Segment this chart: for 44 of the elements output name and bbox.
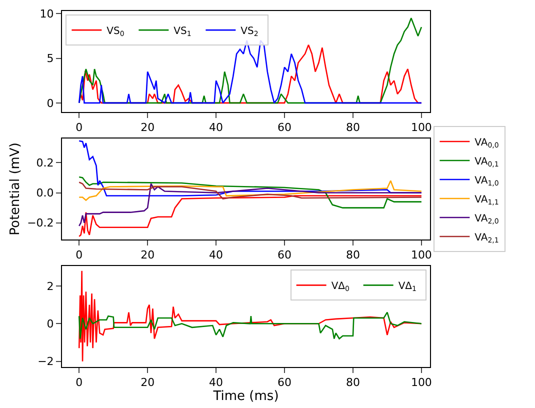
x-tick-label: 0 [76, 121, 83, 134]
line-series [78, 312, 422, 340]
x-tick-label: 60 [278, 376, 292, 390]
y-tick-label: 0 [46, 96, 54, 110]
legend-label: VA$_{0,1}$ [474, 156, 499, 168]
y-axis-title: Potential (mV) [8, 142, 24, 236]
legend-label: VA$_{2,0}$ [474, 213, 499, 226]
y-tick-label: 0.2 [36, 156, 54, 170]
legend-label: VA$_{1,0}$ [474, 175, 499, 188]
y-tick-label: 10 [40, 8, 54, 21]
legend-label: VS$_{2}$ [240, 26, 258, 38]
line-series [78, 176, 422, 208]
x-tick-label: 20 [140, 376, 155, 390]
x-axis-title: Time (ms) [212, 389, 279, 404]
x-tick-label: 80 [346, 121, 360, 134]
x-tick-label: 40 [209, 248, 224, 262]
legend-label: VA$_{2,1}$ [474, 232, 499, 244]
y-tick-label: 0 [46, 317, 54, 330]
y-tick-label: 5 [46, 52, 54, 66]
x-tick-label: 60 [278, 121, 292, 134]
x-tick-label: 100 [410, 248, 432, 262]
x-tick-label: 60 [278, 248, 292, 262]
legend-label: VA$_{0,0}$ [474, 137, 499, 150]
x-tick-label: 20 [140, 248, 155, 262]
x-tick-label: 40 [209, 376, 224, 390]
legend-label: VA$_{1,1}$ [474, 194, 499, 206]
x-tick-label: 80 [346, 376, 360, 390]
x-tick-label: 20 [140, 121, 155, 134]
x-tick-label: 100 [410, 121, 432, 134]
y-tick-label: −2 [38, 355, 54, 368]
legend-label: VΔ$_{0}$ [331, 281, 350, 294]
legend-label: VΔ$_{1}$ [398, 281, 416, 294]
legend-label: VS$_{0}$ [106, 26, 124, 38]
y-tick-label: 0.0 [36, 186, 54, 200]
line-series [78, 195, 422, 238]
x-tick-label: 0 [76, 376, 83, 390]
x-tick-label: 80 [346, 248, 360, 262]
x-tick-label: 40 [209, 121, 224, 134]
y-tick-label: 2 [46, 280, 54, 293]
line-series [78, 183, 422, 227]
legend-label: VS$_{1}$ [174, 26, 192, 38]
x-tick-label: 100 [410, 376, 432, 390]
y-tick-label: −0.2 [27, 216, 54, 230]
x-tick-label: 0 [76, 248, 83, 262]
